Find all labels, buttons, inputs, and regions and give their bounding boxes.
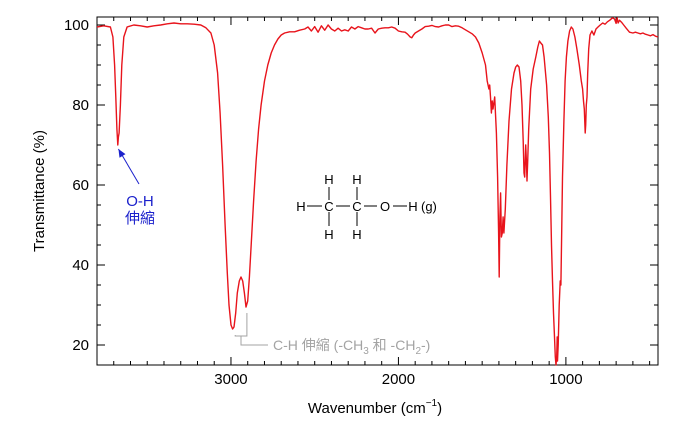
bonds <box>307 187 407 226</box>
oh-label-line2: 伸縮 <box>125 210 155 227</box>
x-tick-label: 1000 <box>549 371 582 388</box>
major-ticks <box>97 17 658 365</box>
x-tick-label: 2000 <box>382 371 415 388</box>
ch-label-sub3: 3 <box>363 346 369 357</box>
ch-label-sub2: 2 <box>415 346 421 357</box>
tick-labels: 3000 2000 1000 20 40 60 80 100 <box>64 17 583 388</box>
atom-h-c2-top: H <box>352 172 361 187</box>
minor-ticks <box>96 17 658 366</box>
atom-h-c2-bottom: H <box>352 227 361 242</box>
y-tick-label: 100 <box>64 17 89 34</box>
atom-h-right: H <box>408 199 417 214</box>
x-axis-label: Wavenumber (cm−1) <box>308 398 442 417</box>
spectrum-line <box>96 17 659 366</box>
ch-bracket <box>234 313 268 346</box>
y-tick-label: 20 <box>72 337 89 354</box>
ch-label: C-H 伸縮 (-CH3 和 -CH2-) <box>273 337 430 357</box>
ch-label-part2: 和 -CH <box>369 337 416 353</box>
y-tick-label: 40 <box>72 257 89 274</box>
x-axis-label-main: Wavenumber (cm <box>308 400 426 417</box>
x-tick-label: 3000 <box>214 371 247 388</box>
plot-area <box>96 16 659 366</box>
y-axis-label: Transmittance (%) <box>31 130 48 252</box>
oh-label-line1: O-H <box>126 193 154 210</box>
y-tick-label: 60 <box>72 177 89 194</box>
ch-label-part3: -) <box>421 337 430 353</box>
ch-label-part1: C-H 伸縮 (-CH <box>273 337 363 353</box>
y-tick-label: 80 <box>72 97 89 114</box>
atom-o: O <box>380 199 390 214</box>
oh-arrow-head <box>118 149 126 158</box>
x-axis-label-tail: ) <box>437 400 442 417</box>
x-axis-label-superscript: −1 <box>426 398 438 409</box>
atom-c1: C <box>324 199 333 214</box>
ethanol-structure: H C C O H H H H H (g) <box>296 172 437 242</box>
atom-h-left: H <box>296 199 305 214</box>
oh-stretch-annotation: O-H 伸縮 <box>118 148 155 227</box>
atom-h-c1-top: H <box>324 172 333 187</box>
atom-c2: C <box>352 199 361 214</box>
ch-stretch-annotation: C-H 伸縮 (-CH3 和 -CH2-) <box>234 313 430 357</box>
phase-label: (g) <box>421 199 437 214</box>
atom-h-c1-bottom: H <box>324 227 333 242</box>
